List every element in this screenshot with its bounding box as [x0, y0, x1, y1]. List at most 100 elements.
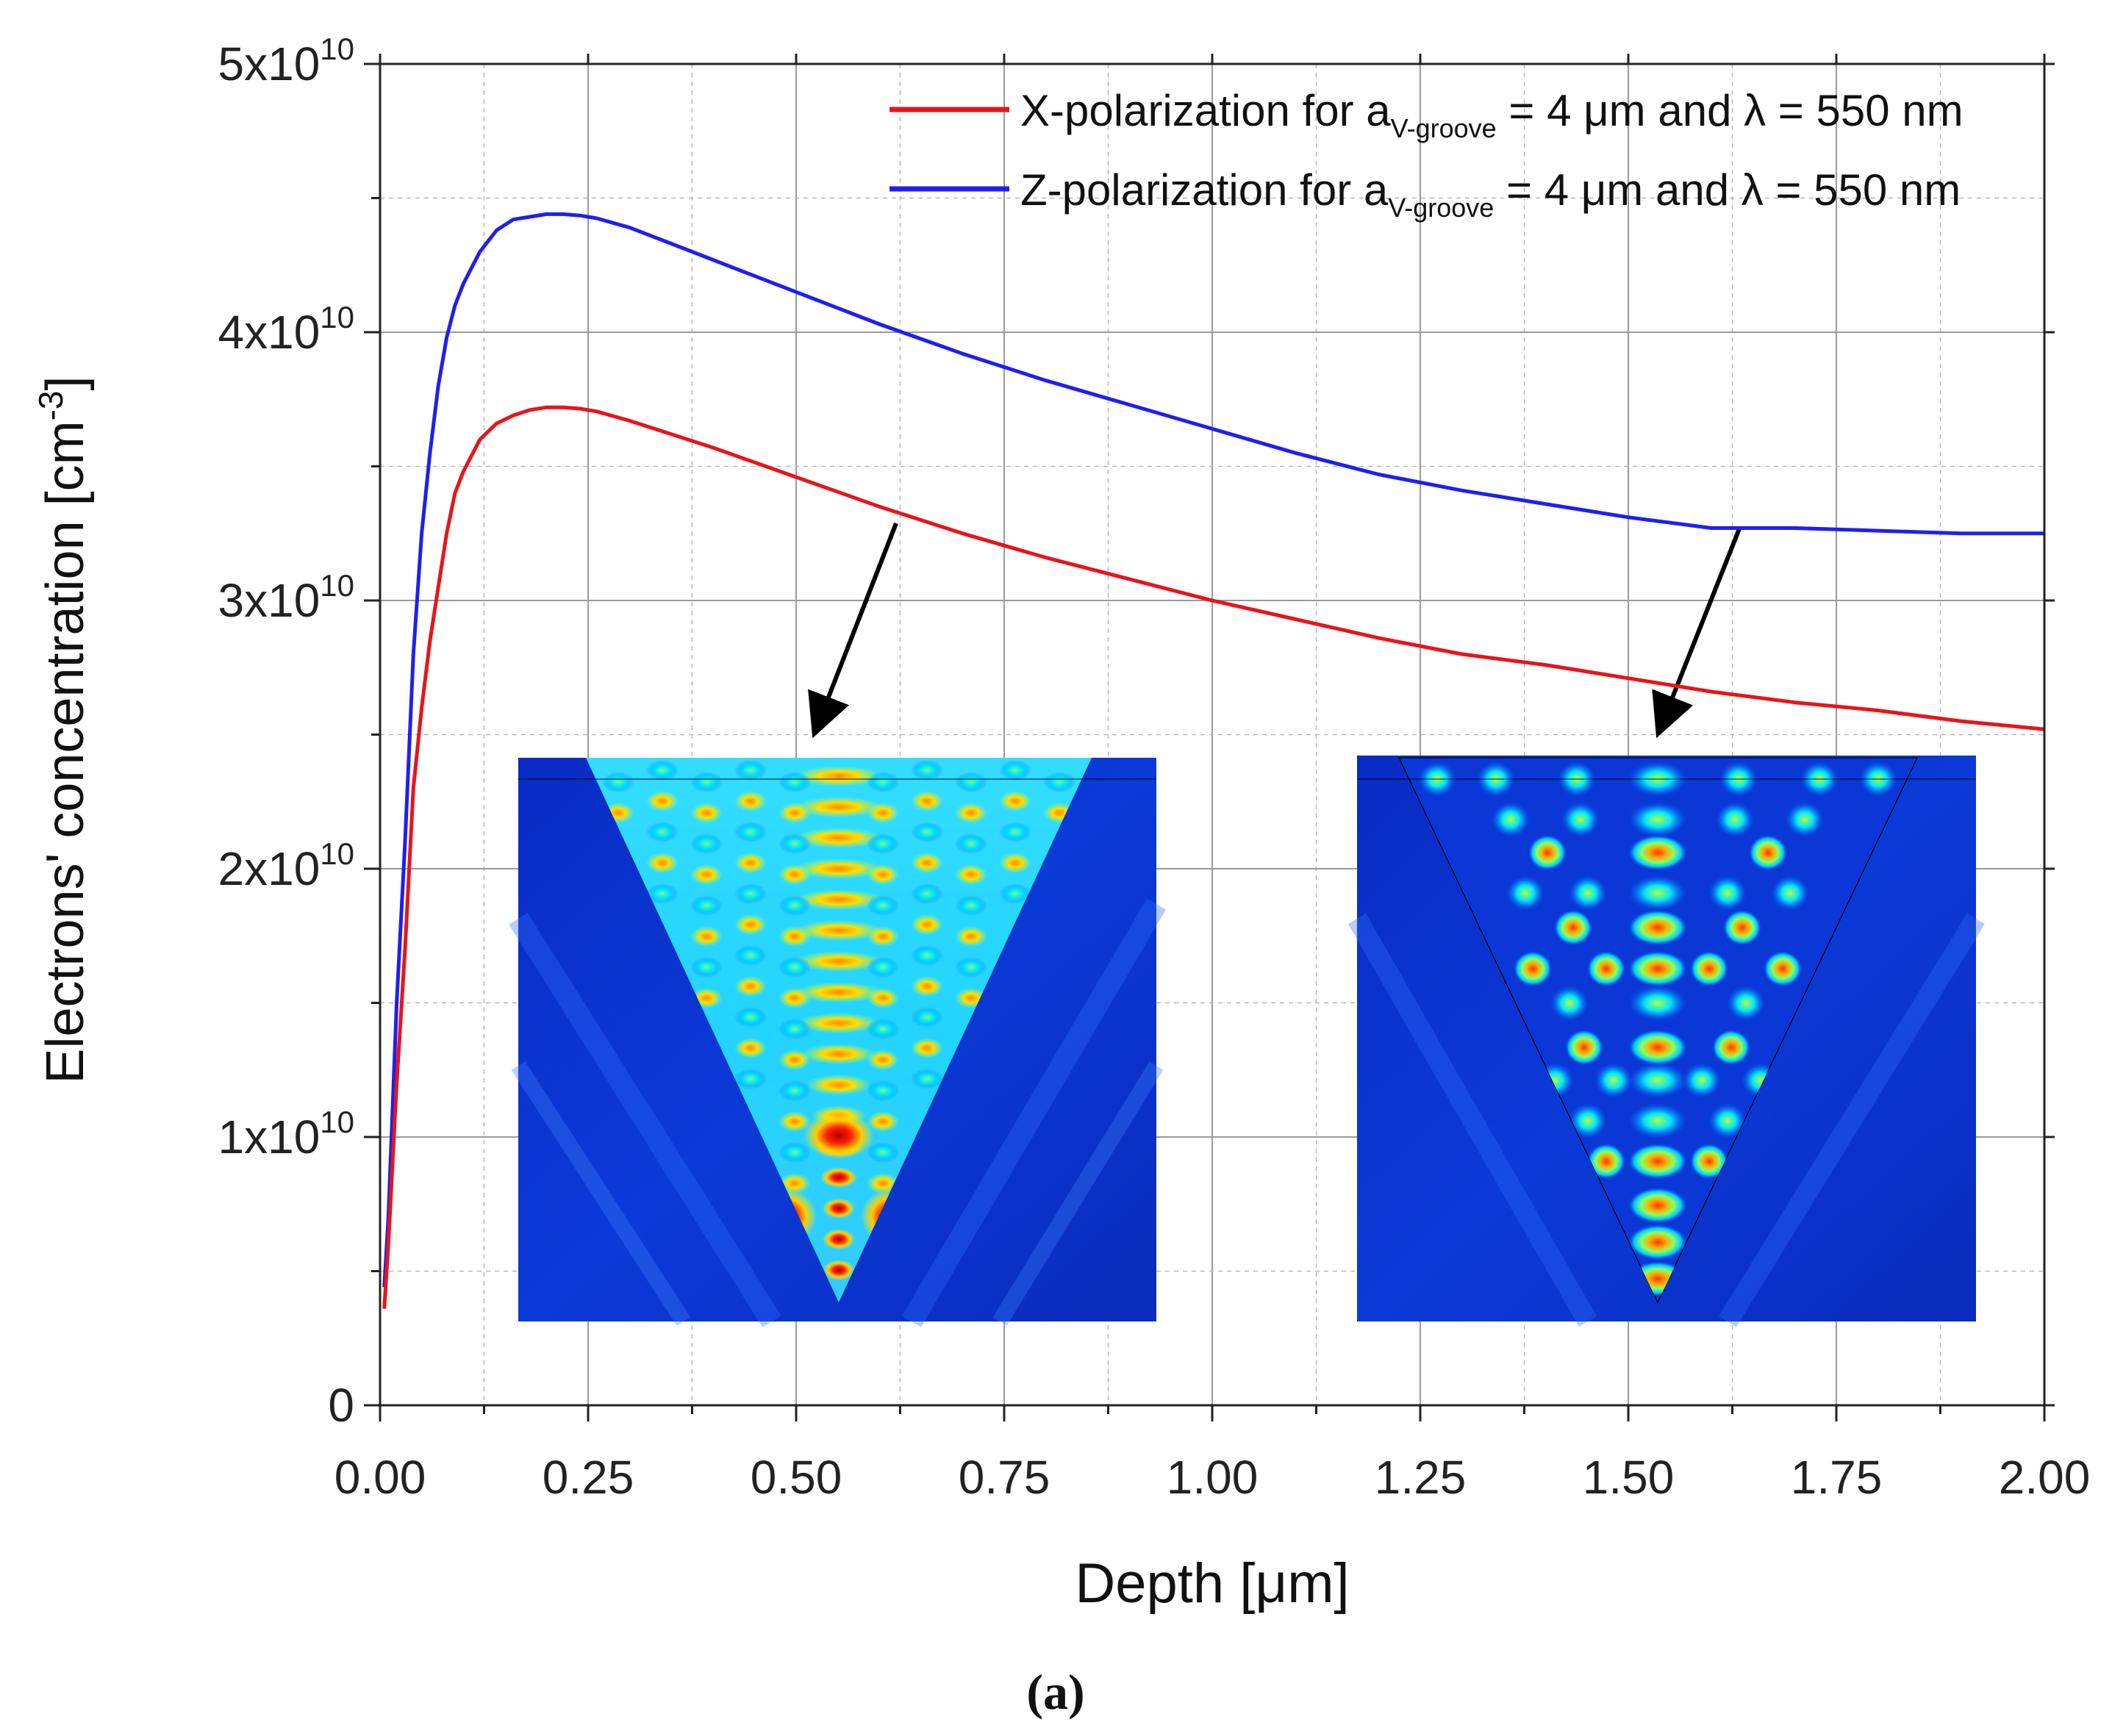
inset-z-hotspot-15 — [1628, 875, 1687, 911]
inset-x-hotspot-81 — [778, 1080, 811, 1101]
inset-x-hotspot-70 — [797, 1013, 881, 1033]
inset-x-hotspot-8 — [999, 760, 1031, 781]
inset-x-hotspot-64 — [778, 988, 811, 1008]
x-tick-label-5: 1.25 — [1375, 1451, 1467, 1504]
inset-x-hotspot-42 — [867, 895, 899, 916]
inset-x-hotspot-11 — [795, 797, 883, 817]
y-axis-title-end: ] — [36, 376, 95, 390]
inset-x-hotspot-12 — [778, 803, 811, 823]
legend-x-prefix: X-polarization for a — [1020, 86, 1391, 135]
inset-x-hotspot-39 — [999, 853, 1031, 873]
inset-z-hotspot-17 — [1708, 875, 1747, 911]
inset-z-hotspot-9 — [1716, 802, 1754, 837]
inset-z-hotspot-35 — [1594, 1063, 1633, 1098]
inset-x-hotspot-46 — [955, 895, 987, 916]
inset-x-hotspot-96 — [823, 1260, 855, 1280]
inset-z-hotspot-39 — [1628, 1103, 1687, 1138]
inset-z-hotspot-16 — [1569, 875, 1607, 911]
inset-z-hotspot-48 — [1628, 1224, 1687, 1260]
inset-z-hotspot-44 — [1690, 1144, 1728, 1179]
inset-x-hotspot-71 — [778, 1019, 811, 1039]
legend-z-prefix: Z-polarization for a — [1020, 165, 1389, 215]
inset-z-polarization-field-map — [1347, 756, 1985, 1327]
inset-x-pointer-arrow — [808, 522, 898, 739]
inset-x-hotspot-2 — [867, 772, 899, 792]
inset-x-hotspot-92 — [778, 1173, 811, 1194]
x-tick-label-1: 0.25 — [543, 1451, 634, 1504]
inset-x-hotspot-24 — [867, 833, 899, 854]
x-axis-title: Depth [μm] — [1075, 1552, 1349, 1615]
inset-x-hotspot-26 — [911, 822, 943, 842]
y-tick-label-3: 3x1010 — [218, 568, 355, 627]
inset-x-hotspot-93 — [867, 1173, 899, 1194]
inset-x-hotspot-22 — [795, 828, 883, 848]
inset-x-hotspot-77 — [867, 1050, 899, 1070]
inset-x-hotspot-45 — [690, 895, 723, 916]
inset-x-hotspot-65 — [867, 988, 899, 1008]
inset-z-hotspot-27 — [1764, 951, 1802, 986]
inset-x-hotspot-47 — [646, 883, 679, 904]
series-line-z-polarization — [382, 212, 2044, 1288]
inset-x-hotspot-50 — [778, 926, 811, 947]
inset-z-hotspot-30 — [1727, 986, 1765, 1021]
inset-x-hotspot-48 — [999, 883, 1031, 904]
y-tick-labels: 0 1x1010 2x1010 3x1010 4x1010 5x1010 — [218, 32, 355, 1432]
inset-x-hotspot-56 — [795, 951, 883, 972]
inset-x-hotspot-60 — [911, 945, 943, 966]
inset-x-hotspot-31 — [795, 858, 883, 879]
x-tick-label-4: 1.00 — [1167, 1451, 1259, 1504]
legend-x-subscript: V-groove — [1391, 113, 1497, 143]
grid-lines — [379, 63, 2045, 1406]
inset-x-hotspot-28 — [955, 833, 987, 854]
inset-x-polarization-field-map — [509, 758, 1166, 1327]
inset-z-hotspot-14 — [1749, 835, 1787, 870]
x-tick-label-2: 0.50 — [751, 1451, 842, 1504]
inset-x-hotspot-73 — [734, 1007, 767, 1027]
x-tick-label-7: 1.75 — [1791, 1451, 1883, 1504]
inset-x-hotspot-44 — [911, 883, 943, 904]
legend-label-z-polarization: Z-polarization for aV-groove = 4 μm and … — [1020, 165, 1961, 223]
inset-z-hotspot-7 — [1628, 802, 1687, 837]
inset-z-hotspot-23 — [1628, 951, 1687, 986]
inset-x-hotspot-87 — [867, 1111, 899, 1132]
inset-x-hotspot-38 — [646, 853, 679, 873]
inset-x-hotspot-61 — [690, 957, 723, 978]
inset-z-hotspot-11 — [1786, 802, 1824, 837]
inset-x-hotspot-53 — [911, 914, 943, 935]
y-axis-title: Electrons' concentration [cm-3] — [32, 376, 95, 1083]
inset-x-hotspot-6 — [955, 772, 987, 792]
inset-x-hotspot-1 — [778, 772, 811, 792]
inset-x-hotspot-80 — [806, 1075, 871, 1095]
inset-z-hotspot-18 — [1506, 875, 1544, 911]
legend-label-x-polarization: X-polarization for aV-groove = 4 μm and … — [1020, 86, 1964, 143]
x-tick-label-0: 0.00 — [334, 1451, 426, 1504]
inset-x-hotspot-74 — [911, 1007, 943, 1027]
inset-x-hotspot-30 — [999, 822, 1031, 842]
inset-x-hotspot-23 — [778, 833, 811, 854]
inset-x-hotspot-5 — [690, 772, 723, 792]
inset-x-hotspot-16 — [690, 803, 723, 823]
inset-z-hotspot-13 — [1528, 835, 1567, 870]
inset-x-hotspot-79 — [911, 1038, 943, 1058]
inset-x-hotspot-75 — [801, 1044, 876, 1064]
inset-z-hotspot-33 — [1712, 1030, 1750, 1065]
inset-x-hotspot-25 — [734, 822, 767, 842]
inset-x-hotspot-91 — [820, 1167, 858, 1188]
inset-x-hotspot-57 — [778, 957, 811, 978]
inset-x-hotspot-82 — [867, 1080, 899, 1101]
series-line-x-polarization — [382, 405, 2044, 1309]
y-tick-label-4: 4x1010 — [218, 300, 355, 359]
legend-z-suffix: = 4 μm and λ = 550 nm — [1494, 165, 1961, 215]
inset-x-hotspot-51 — [867, 926, 899, 947]
inset-z-hotspot-42 — [1628, 1144, 1687, 1179]
inset-z-hotspot-8 — [1561, 802, 1600, 837]
inset-z-hotspot-36 — [1683, 1063, 1721, 1098]
inset-z-hotspot-19 — [1771, 875, 1809, 911]
inset-x-hotspot-83 — [734, 1069, 767, 1089]
y-axis-title-main: Electrons' concentration [cm — [36, 420, 95, 1083]
inset-z-hotspot-26 — [1514, 951, 1552, 986]
inset-z-hotspot-31 — [1628, 1030, 1687, 1065]
legend-z-subscript: V-groove — [1388, 193, 1494, 223]
inset-x-hotspot-58 — [867, 957, 899, 978]
